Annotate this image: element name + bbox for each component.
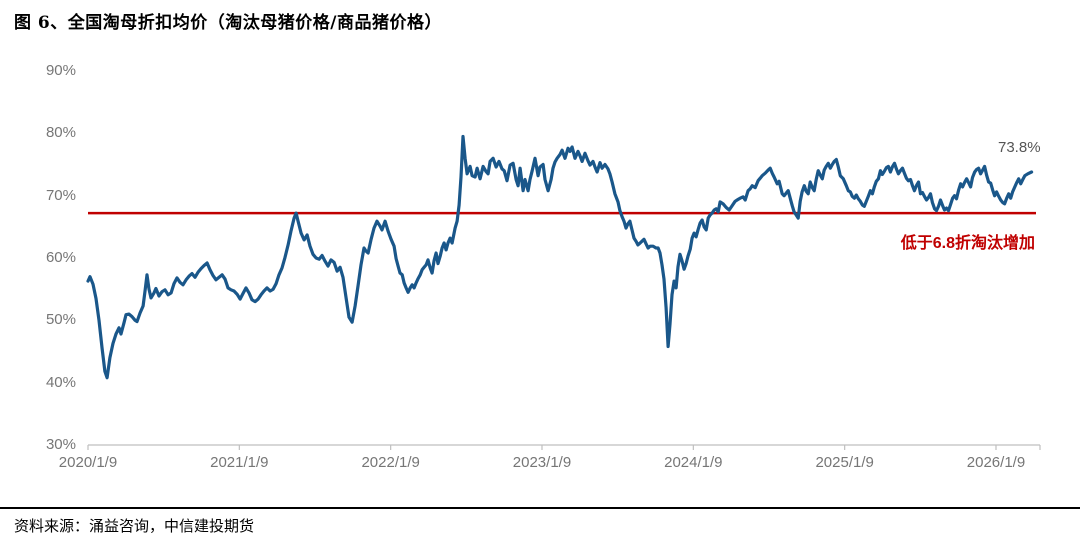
end-value-label: 73.8% xyxy=(998,139,1041,156)
x-axis-tick-label: 2024/1/9 xyxy=(664,454,723,471)
y-axis-tick-label: 90% xyxy=(45,62,76,79)
footer-divider xyxy=(0,507,1080,509)
x-axis-tick-label: 2020/1/9 xyxy=(58,454,118,471)
y-axis-tick-label: 30% xyxy=(45,436,76,453)
y-axis-tick-label: 70% xyxy=(45,186,76,204)
y-axis-tick-label: 50% xyxy=(45,311,76,329)
chart-title: 图 6、全国淘母折扣均价（淘汰母猪价格/商品猪价格） xyxy=(14,13,442,33)
reference-line-annotation: 低于6.8折淘汰增加 xyxy=(900,235,1035,252)
chart-area: 90% 80% 70% 60% 50% 40% 30% 2020/1/9 2021/1/9 20… xyxy=(0,40,1080,500)
x-axis-tick-label: 2026/1/9 xyxy=(966,454,1026,471)
plot-canvas xyxy=(86,134,1041,450)
y-axis-tick-label: 40% xyxy=(45,373,76,391)
source-note: 资料来源：涌益咨询，中信建投期货 xyxy=(14,517,255,535)
data-line xyxy=(86,134,1034,380)
x-axis-tick-label: 2022/1/9 xyxy=(361,454,420,471)
x-axis-tick-label: 2023/1/9 xyxy=(512,454,572,471)
y-axis-tick-label: 80% xyxy=(45,124,76,142)
x-axis-tick-label: 2025/1/9 xyxy=(815,454,874,471)
y-axis-tick-label: 60% xyxy=(45,249,76,266)
x-axis-tick-label: 2021/1/9 xyxy=(210,454,269,471)
